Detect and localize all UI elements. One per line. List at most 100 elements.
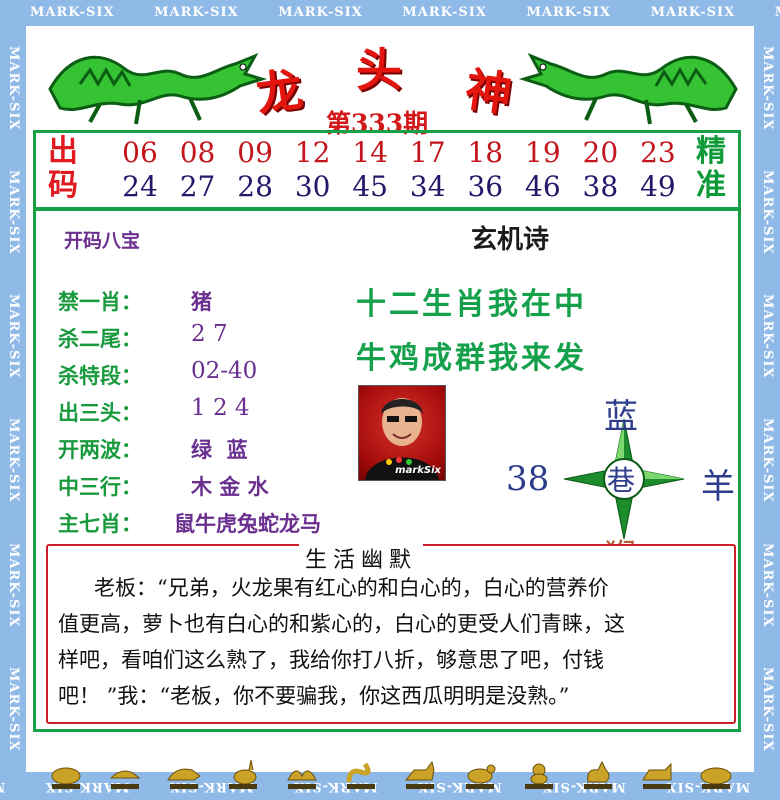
- number-row-1: 06 08 09 12 14 17 18 19 20 23: [114, 136, 684, 169]
- number-cell: 19: [525, 136, 561, 169]
- watermark-text: MARK-SIX: [760, 666, 775, 752]
- number-cell: 46: [525, 170, 561, 203]
- number-cell: 49: [640, 170, 676, 203]
- poem-line: 牛鸡成群我来发: [356, 341, 587, 376]
- title-char: 龙: [252, 62, 306, 122]
- photo-logo: markSix: [395, 465, 441, 476]
- horse-figurine-icon: [405, 760, 435, 789]
- watermark-text: MARK-SIX: [760, 418, 775, 503]
- compass-center: 巷: [607, 464, 636, 497]
- watermark-text: MARK-SIX: [526, 5, 612, 20]
- watermark-text: MARK-SIX: [760, 46, 775, 131]
- number-cell: 17: [409, 136, 446, 169]
- watermark-text: MARK-SIX: [402, 5, 487, 20]
- dragon-figurine-icon: [287, 770, 318, 789]
- tip-value: 鼠牛虎兔蛇龙马: [174, 512, 321, 536]
- number-cell: 28: [237, 170, 273, 203]
- number-cell: 06: [122, 136, 158, 169]
- goat-figurine-icon: [465, 764, 496, 789]
- title-char: 神: [462, 62, 516, 122]
- tip-value: 1 2 4: [191, 395, 250, 421]
- poem-line: 十二生肖我在中: [356, 287, 587, 322]
- compass-right: 羊: [701, 467, 735, 507]
- number-cell: 45: [352, 170, 388, 203]
- portrait-icon: [365, 398, 439, 480]
- tag-char: 准: [696, 168, 726, 203]
- number-cell: 24: [122, 170, 158, 203]
- numbers-panel: 出 码 06 08 09 12 14 17 18 19 20 23 24 27 …: [33, 130, 741, 210]
- watermark-strip-right: MARK-SIX MARK-SIX MARK-SIX MARK-SIX MARK…: [754, 26, 780, 772]
- ox-figurine-icon: [109, 770, 141, 789]
- watermark-text: MARK-SIX: [0, 779, 5, 794]
- joke-panel: 生活幽默 老板：“兄弟，火龙果有红心的和白心的，白心的营养价 值更高，萝卜也有白…: [46, 542, 736, 724]
- watermark-text: MARK-SIX: [6, 418, 21, 503]
- number-cell: 14: [352, 136, 388, 169]
- joke-title: 生活幽默: [299, 542, 424, 574]
- dog-figurine-icon: [641, 762, 672, 789]
- rat-figurine-icon: [51, 767, 81, 789]
- tip-value: 02-40: [191, 358, 258, 384]
- portrait-photo: markSix: [358, 385, 446, 481]
- watermark-text: MARK-SIX: [775, 5, 780, 20]
- number-cell: 38: [582, 170, 619, 203]
- tip-value: 绿 蓝: [191, 438, 248, 462]
- watermark-text: MARK-SIX: [6, 542, 21, 628]
- tip-label: 禁一肖：: [58, 290, 142, 314]
- tips-heading: 开码八宝: [64, 230, 141, 252]
- number-cell: 27: [179, 170, 216, 203]
- zodiac-figurines: [46, 750, 736, 790]
- tip-label: 杀特段：: [58, 364, 142, 388]
- tip-value: 猪: [191, 290, 212, 314]
- number-cell: 20: [582, 136, 619, 169]
- number-cell: 12: [294, 136, 331, 169]
- rabbit-figurine-icon: [229, 759, 258, 789]
- dragon-right-icon: [518, 53, 738, 125]
- compass-diagram: 蓝 38 巷 羊 猴: [506, 379, 736, 579]
- tip-label: 杀二尾：: [58, 327, 142, 351]
- tip-value: 2 7: [191, 321, 228, 347]
- watermark-text: MARK-SIX: [6, 294, 21, 379]
- monkey-figurine-icon: [524, 763, 553, 789]
- joke-line: 吧！ ”我：“老板，你不要骗我，你这西瓜明明是没熟。”: [58, 684, 570, 708]
- tag-jingzhun: 精 准: [690, 135, 732, 205]
- pig-figurine-icon: [700, 767, 732, 789]
- watermark-text: MARK-SIX: [760, 294, 775, 379]
- watermark-text: MARK-SIX: [760, 542, 775, 628]
- tip-label: 中三行：: [58, 475, 142, 499]
- watermark-text: MARK-SIX: [650, 5, 736, 20]
- tip-label: 主七肖：: [58, 512, 142, 536]
- page-title: 龙 头 神: [216, 34, 566, 124]
- poem-title: 玄机诗: [471, 225, 550, 255]
- tiger-figurine-icon: [167, 768, 202, 789]
- number-cell: 08: [179, 136, 216, 169]
- compass-star-icon: [563, 418, 685, 540]
- number-cell: 30: [294, 170, 331, 203]
- number-cell: 34: [409, 170, 446, 203]
- number-cell: 23: [640, 136, 676, 169]
- title-char: 头: [356, 43, 402, 97]
- number-row-2: 24 27 28 30 45 34 36 46 38 49: [114, 170, 684, 203]
- issue-number: 第333期: [326, 109, 429, 138]
- number-cell: 36: [467, 170, 504, 203]
- tag-char: 码: [48, 168, 78, 203]
- watermark-strip-left: MARK-SIX MARK-SIX MARK-SIX MARK-SIX MARK…: [0, 26, 26, 772]
- rooster-figurine-icon: [583, 760, 612, 789]
- joke-line: 老板：“兄弟，火龙果有红心的和白心的，白心的营养价: [94, 576, 609, 600]
- watermark-text: MARK-SIX: [6, 666, 21, 752]
- compass-left: 38: [506, 459, 550, 499]
- watermark-text: MARK-SIX: [154, 5, 239, 20]
- watermark-text: MARK-SIX: [30, 5, 115, 20]
- joke-line: 值更高，萝卜也有白心的和紫心的，白心的更受人们青睐，这: [58, 612, 625, 636]
- tip-value: 木 金 水: [191, 475, 269, 499]
- watermark-text: MARK-SIX: [278, 5, 363, 20]
- dragon-left-icon: [48, 53, 268, 125]
- compass-top: 蓝: [604, 397, 638, 437]
- tag-char: 精: [696, 134, 726, 169]
- tag-char: 出: [48, 134, 78, 169]
- number-cell: 09: [237, 136, 273, 169]
- tip-label: 开两波：: [58, 438, 142, 462]
- watermark-text: MARK-SIX: [6, 170, 21, 255]
- joke-line: 样吧，看咱们这么熟了，我给你打八折，够意思了吧，付钱: [58, 648, 604, 672]
- tag-chuma: 出 码: [42, 135, 84, 205]
- snake-figurine-icon: [346, 762, 376, 789]
